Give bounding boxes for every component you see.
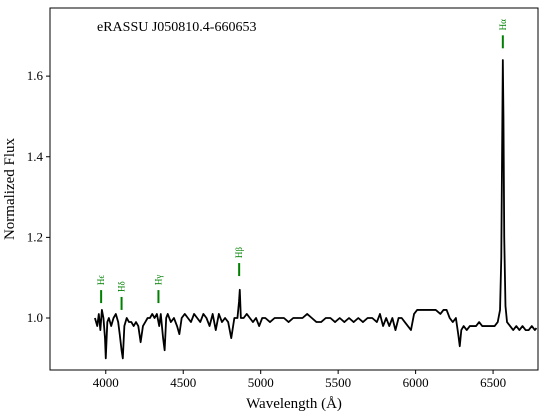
spectrum-line [94, 59, 538, 360]
line-label: Hϵ [96, 275, 106, 285]
x-tick-label: 6500 [480, 375, 506, 390]
x-tick-label: 5500 [325, 375, 351, 390]
line-label: Hβ [234, 247, 244, 258]
chart-title: eRASSU J050810.4-660653 [97, 20, 256, 35]
y-tick-label: 1.6 [27, 68, 44, 83]
y-tick-label: 1.2 [27, 229, 43, 244]
x-tick-label: 4000 [93, 375, 119, 390]
y-tick-label: 1.0 [27, 310, 43, 325]
line-label: Hδ [117, 281, 127, 292]
x-tick-label: 4500 [170, 375, 196, 390]
x-tick-label: 5000 [248, 375, 274, 390]
x-axis-label: Wavelength (Å) [246, 396, 342, 412]
line-label: Hγ [153, 275, 163, 285]
x-tick-label: 6000 [403, 375, 429, 390]
y-axis-label: Normalized Flux [2, 137, 18, 240]
y-tick-label: 1.4 [27, 149, 44, 164]
plot-frame [49, 7, 539, 371]
line-label: Hα [498, 19, 508, 30]
